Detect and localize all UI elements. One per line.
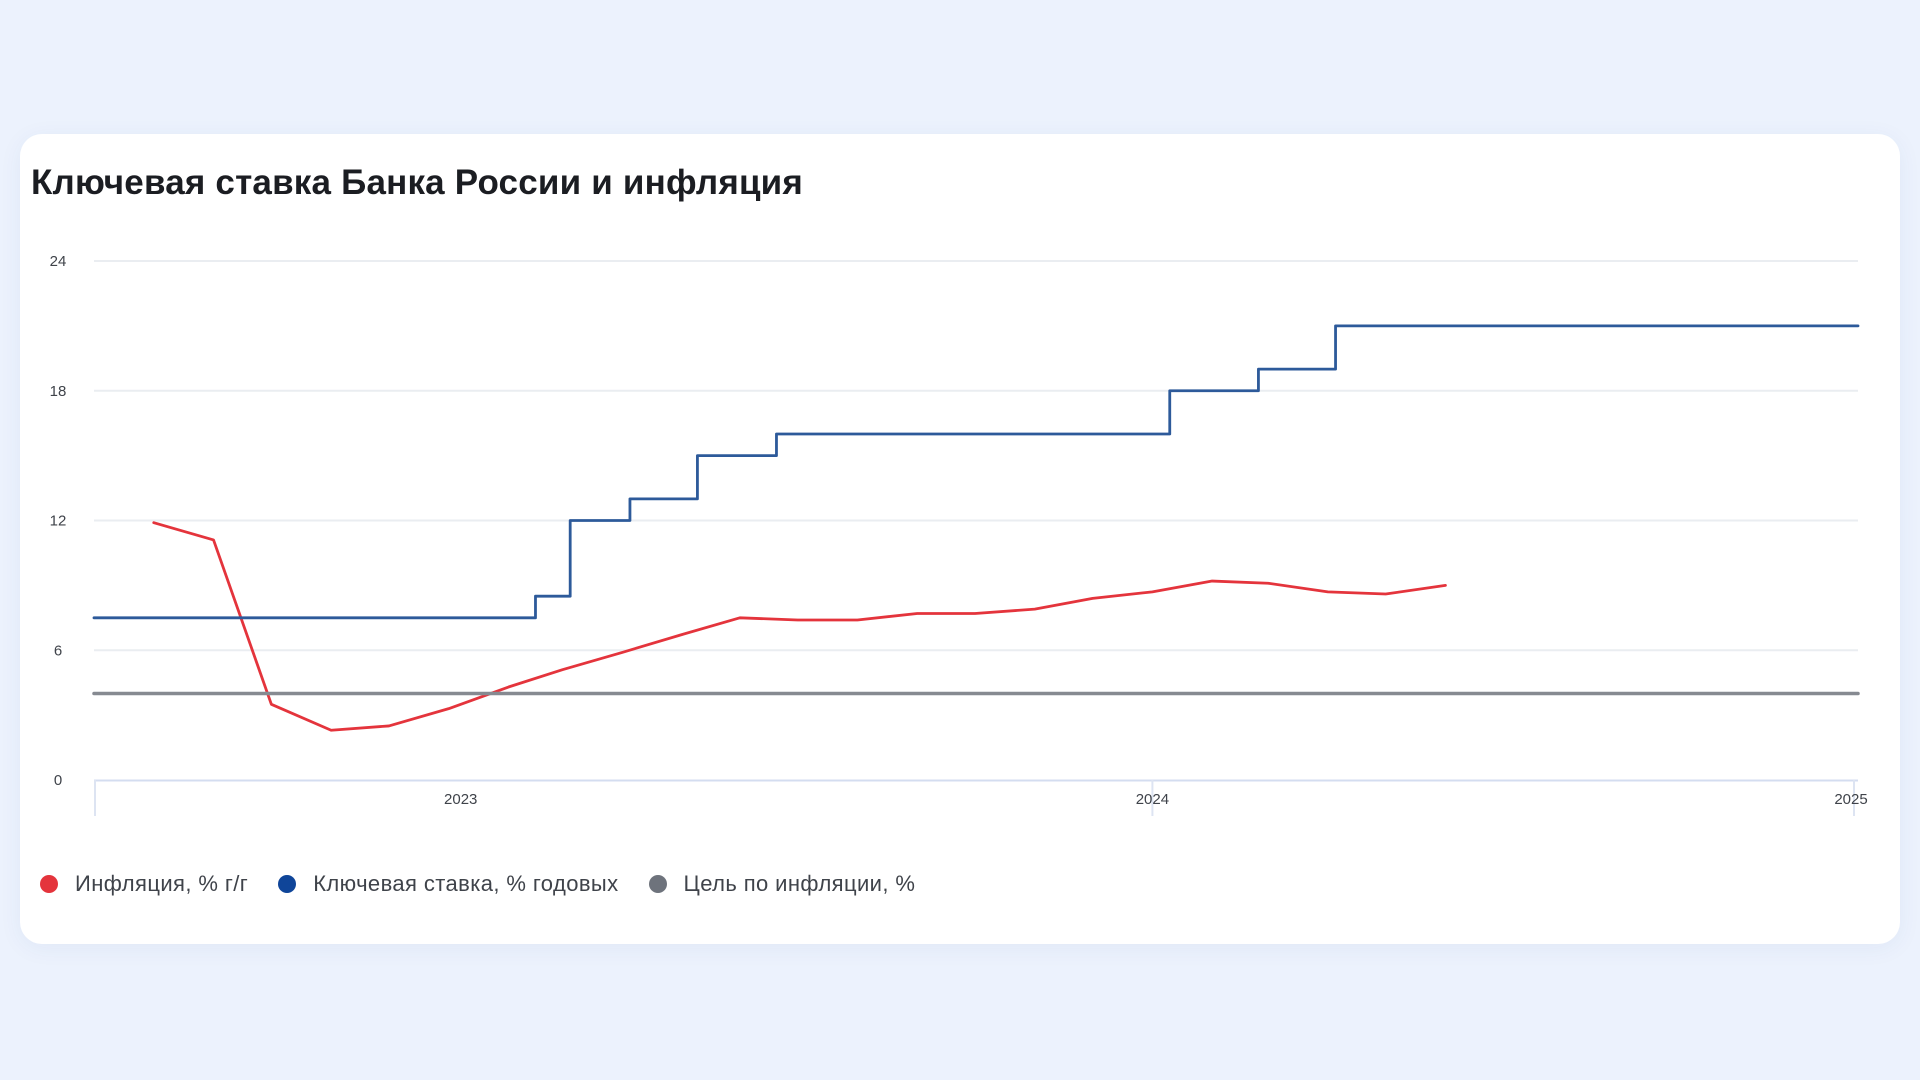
legend-label-inflation: Инфляция, % г/г: [75, 871, 249, 896]
legend-label-inflation-target: Цель по инфляции, %: [683, 871, 916, 896]
y-tick-label-6: 6: [54, 642, 62, 659]
legend-dot-inflation-target: [648, 875, 667, 893]
y-tick-label-0: 0: [54, 772, 62, 789]
legend-item-inflation-target[interactable]: Цель по инфляции, %: [648, 871, 916, 897]
x-tick-label-2024: 2024: [1136, 791, 1169, 808]
x-tick-label-2023: 2023: [444, 791, 477, 808]
legend-item-inflation[interactable]: Инфляция, % г/г: [40, 871, 248, 897]
line-chart: 0 6 12 18 24 2023 2024 2025: [50, 253, 1868, 816]
legend-dot-inflation: [40, 875, 58, 893]
x-tick-label-2025: 2025: [1834, 791, 1867, 808]
chart-legend: Инфляция, % г/г Ключевая ставка, % годов…: [40, 871, 945, 897]
chart-card: Ключевая ставка Банка России и инфляция …: [20, 134, 1900, 944]
y-tick-label-18: 18: [50, 383, 67, 400]
y-tick-label-12: 12: [50, 513, 67, 530]
legend-item-key-rate[interactable]: Ключевая ставка, % годовых: [278, 871, 618, 897]
legend-dot-key-rate: [278, 875, 297, 893]
legend-label-key-rate: Ключевая ставка, % годовых: [313, 871, 619, 896]
y-tick-label-24: 24: [50, 253, 67, 270]
chart-title: Ключевая ставка Банка России и инфляция: [31, 163, 804, 202]
series-line-inflation: [152, 521, 1447, 732]
series-line-key-rate: [92, 324, 1860, 620]
